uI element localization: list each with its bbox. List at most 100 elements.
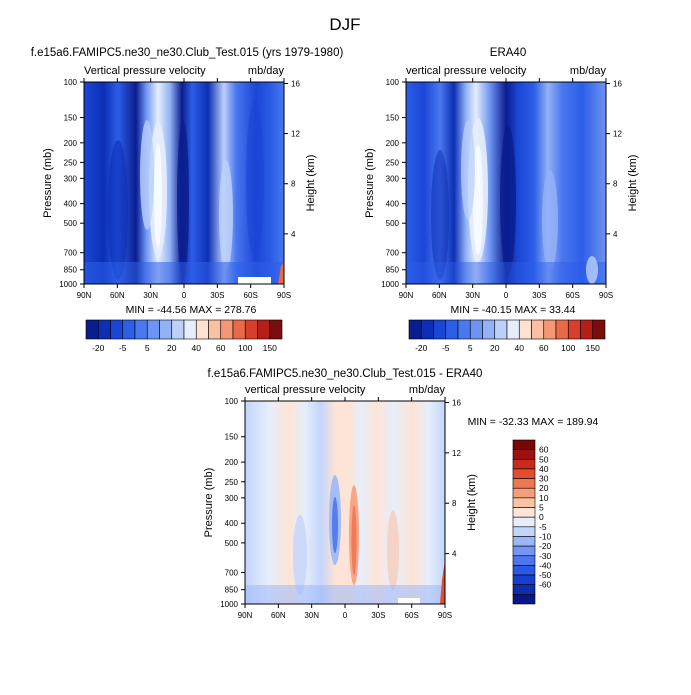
diff-title: f.e15a6.FAMIPC5.ne30_ne30.Club_Test.015 …	[208, 368, 483, 380]
colorbar-swatch	[269, 319, 283, 340]
y-right-tick-label: 4	[613, 230, 618, 239]
colorbar-label: 150	[586, 343, 600, 353]
x-tick-label: 30S	[371, 611, 385, 620]
colorbar-label: -50	[539, 570, 552, 580]
colorbar-swatch	[110, 319, 124, 340]
colorbar-label: 20	[167, 343, 177, 353]
colorbar-swatch	[512, 487, 536, 499]
obs-left-string: vertical pressure velocity	[406, 65, 527, 77]
y-tick-label: 1000	[220, 600, 238, 609]
colorbar-label: 40	[515, 343, 525, 353]
colorbar-swatch	[433, 319, 447, 340]
y-tick-label: 300	[386, 174, 400, 183]
colorbar-swatch	[195, 319, 209, 340]
colorbar-swatch	[512, 449, 536, 460]
y-tick-label: 1000	[59, 280, 77, 289]
colorbar-label: 5	[145, 343, 150, 353]
colorbar-swatch	[208, 319, 222, 340]
y-tick-label: 300	[225, 494, 239, 503]
y-tick-label: 150	[64, 114, 78, 123]
y-tick-label: 100	[64, 78, 78, 87]
colorbar-swatch	[494, 319, 508, 340]
colorbar-swatch	[512, 574, 536, 586]
x-tick-label: 0	[343, 611, 348, 620]
y-right-tick-label: 4	[291, 230, 296, 239]
colorbar-swatch	[482, 319, 496, 340]
y-right-tick-label: 16	[452, 398, 461, 407]
x-tick-label: 30S	[532, 291, 546, 300]
diff-contour-field	[245, 401, 445, 604]
colorbar-swatch	[183, 319, 197, 340]
colorbar-label: 5	[468, 343, 473, 353]
colorbar-label: -10	[539, 531, 552, 541]
y-tick-label: 200	[64, 139, 78, 148]
colorbar-swatch	[580, 319, 594, 340]
y-right-tick-label: 12	[452, 449, 461, 458]
x-tick-label: 60N	[110, 291, 125, 300]
colorbar-swatch	[567, 319, 581, 340]
y-tick-label: 1000	[381, 280, 399, 289]
x-tick-label: 0	[182, 291, 187, 300]
colorbar-swatch	[146, 319, 160, 340]
colorbar-swatch	[512, 565, 536, 576]
y-tick-label: 500	[386, 219, 400, 228]
x-tick-label: 90S	[599, 291, 613, 300]
colorbar-label: 60	[539, 445, 549, 455]
y-tick-label: 250	[386, 158, 400, 167]
colorbar-label: 60	[216, 343, 226, 353]
colorbar-label: 20	[490, 343, 500, 353]
x-tick-label: 0	[504, 291, 509, 300]
y-right-tick-label: 16	[291, 79, 300, 88]
y-axis-label: Pressure (mb)	[364, 148, 376, 218]
colorbar-label: -60	[539, 580, 552, 590]
colorbar-swatch	[512, 516, 536, 528]
y-tick-label: 100	[386, 78, 400, 87]
x-tick-label: 90S	[277, 291, 291, 300]
colorbar-label: -20	[415, 343, 428, 353]
y-tick-label: 850	[386, 266, 400, 275]
x-tick-label: 30N	[304, 611, 319, 620]
colorbar-label: -30	[539, 551, 552, 561]
colorbar-label: -20	[92, 343, 105, 353]
y-tick-label: 150	[225, 433, 239, 442]
x-tick-label: 90N	[77, 291, 92, 300]
colorbar-label: 10	[539, 493, 549, 503]
colorbar-swatch	[512, 468, 536, 479]
y-tick-label: 700	[386, 249, 400, 258]
y-tick-label: 850	[64, 266, 78, 275]
colorbar-swatch	[543, 319, 557, 340]
colorbar-swatch	[457, 319, 471, 340]
y-tick-label: 400	[386, 200, 400, 209]
x-tick-label: 30N	[465, 291, 480, 300]
obs-axes: 90N 60N 30N 0 30S 60S 90S 100 150 200 250 300 400 500…	[364, 78, 639, 300]
colorbar-swatch	[159, 319, 173, 340]
model-units: mb/day	[248, 65, 285, 77]
x-tick-label: 60N	[432, 291, 447, 300]
colorbar-swatch	[232, 319, 246, 340]
obs-units: mb/day	[570, 65, 607, 77]
model-contour-field	[84, 82, 284, 284]
obs-min-max: MIN = -40.15 MAX = 33.44	[451, 304, 576, 316]
x-tick-label: 60S	[244, 291, 258, 300]
colorbar-swatch	[512, 458, 536, 470]
colorbar-swatch	[555, 319, 569, 340]
model-colorbar: -20 -5 5 20 40 60 100 150	[85, 319, 283, 353]
colorbar-label: 40	[192, 343, 202, 353]
colorbar-swatch	[506, 319, 520, 340]
panel-obs: ERA40 vertical pressure velocity mb/day …	[364, 47, 639, 353]
colorbar-swatch	[122, 319, 136, 340]
colorbar-swatch	[531, 319, 545, 340]
panel-model: f.e15a6.FAMIPC5.ne30_ne30.Club_Test.015 …	[31, 47, 344, 353]
y-right-axis-label: Height (km)	[627, 155, 639, 212]
y-tick-label: 200	[225, 458, 239, 467]
colorbar-swatch	[469, 319, 483, 340]
colorbar-swatch	[518, 319, 532, 340]
model-left-string: Vertical pressure velocity	[84, 65, 206, 77]
diff-units: mb/day	[409, 384, 446, 396]
y-tick-label: 100	[225, 397, 239, 406]
x-tick-label: 90N	[238, 611, 253, 620]
x-tick-label: 90N	[399, 291, 414, 300]
x-tick-label: 60S	[566, 291, 580, 300]
